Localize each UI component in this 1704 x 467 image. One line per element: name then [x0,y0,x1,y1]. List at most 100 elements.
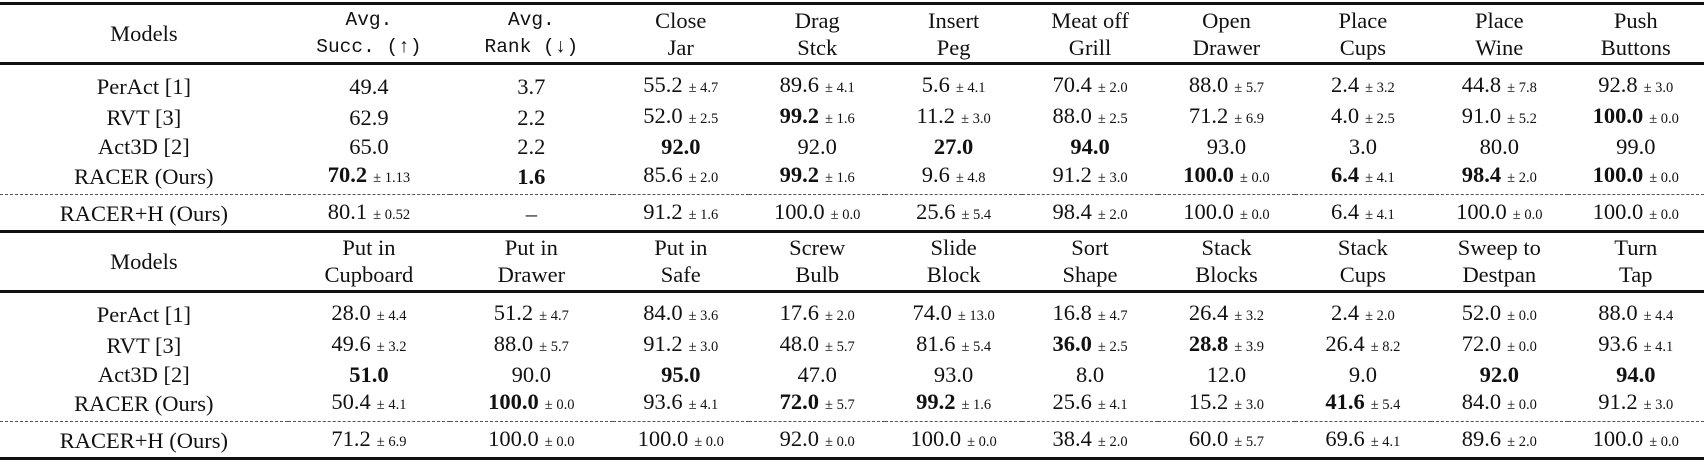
score-cell: 9.0 [1295,361,1431,389]
score-cell: 6.4 ± 4.1 [1294,160,1432,195]
header-row: Models Put in Cupboard Put in Drawer Put in Sa… [0,231,1704,293]
model-name: Act3D [2] [97,134,190,160]
cell-std: ± 3.0 [1643,80,1674,96]
header-line: Meat off [1051,7,1129,33]
cell-std: ± 4.1 [1370,434,1401,450]
cell-value: 100.0 [910,426,962,451]
cell-std: ± 4.1 [1097,397,1128,413]
task-header: Meat off Grill [1021,2,1159,65]
cell-std: ± 5.7 [1234,80,1264,96]
cell-value: 99.0 [1616,134,1656,160]
score-cell: 84.0 ± 3.6 [613,299,749,330]
cell-value: 71.2 [331,426,371,451]
score-cell: 93.0 [1158,133,1294,161]
cell-std: ± 5.4 [961,206,992,223]
cell-std: ± 2.5 [1097,111,1128,127]
cell-value: 88.0 [493,330,534,356]
cell-value: 84.0 [643,299,683,325]
cell-std: ± 2.0 [1097,206,1128,223]
header-line: Put in [504,235,558,260]
cell-value: 95.0 [661,361,701,387]
task-header: Open Drawer [1158,2,1295,65]
task-header: Stack Cups [1294,231,1432,293]
cell-value: 98.4 [1052,198,1092,224]
header-line: Turn [1614,235,1658,260]
score-cell: 92.8 ± 3.0 [1568,71,1704,102]
header-line: Push [1613,7,1658,33]
score-cell: 81.6 ± 5.4 [885,330,1021,361]
cell-std: ± 2.5 [1097,338,1128,355]
header-line: Insert [928,7,980,33]
score-cell: 28.8 ± 3.9 [1158,330,1294,361]
table-row: RVT [3] 49.6 ± 3.2 88.0 ± 5.7 91.2 ± 3.0 48.0 ± … [0,330,1704,361]
score-cell: 84.0 ± 0.0 [1431,388,1568,422]
score-cell: 55.2 ± 4.7 [613,71,749,102]
cell-value: 36.0 [1052,330,1092,356]
cell-value: 92.0 [1479,361,1519,387]
cell-value: 3.0 [1348,134,1377,160]
cell-value: 55.2 [643,72,683,97]
cell-std: ± 1.13 [373,169,411,186]
model-name: RVT [3] [106,105,182,130]
cell-std: ± 4.1 [1365,169,1395,186]
score-cell: 38.4 ± 2.0 [1021,421,1159,460]
task-header: Push Buttons [1567,2,1704,65]
score-cell: 8.0 [1022,361,1158,389]
header-line: Sort [1071,235,1109,260]
cell-std: ± 2.0 [1507,169,1537,186]
model-name: RVT [3] [106,332,182,358]
score-cell: 90.0 [450,361,612,389]
score-cell: 60.0 ± 5.7 [1158,421,1295,460]
cell-value: 94.0 [1616,361,1656,387]
cell-value: 26.4 [1188,299,1229,325]
cell-std: ± 4.4 [376,307,407,324]
score-cell: 3.0 [1295,133,1431,161]
score-cell: 72.0 ± 5.7 [748,388,886,422]
score-cell: 99.2 ± 1.6 [749,102,885,133]
cell-std: ± 2.0 [1507,434,1537,450]
score-cell: 6.4 ± 4.1 [1294,194,1432,233]
cell-value: 44.8 [1461,72,1502,97]
cell-std: ± 0.0 [1239,206,1270,223]
cell-value: 71.2 [1188,103,1229,128]
cell-std: ± 5.7 [825,338,855,355]
model-name: RACER (Ours) [0,388,288,422]
cell-std: ± 1.6 [688,206,719,223]
score-cell: 99.0 [1568,133,1704,161]
cell-std: ± 3.2 [1365,80,1395,96]
score-cell: 27.0 [885,133,1021,161]
cell-std: ± 3.2 [376,338,407,355]
cell-value: 100.0 [1592,161,1644,187]
spacer-row [0,291,1704,299]
cell-value: 70.4 [1052,72,1092,97]
cell-value: 12.0 [1206,361,1247,387]
avg-succ-header: Avg. Succ. (↑) [287,2,451,65]
score-cell: 100.0 ± 0.0 [1158,194,1295,233]
cell-std: ± 6.9 [1234,111,1264,127]
header-line: Jar [667,34,694,60]
cell-value: 88.0 [1598,299,1638,325]
avg-rank-cell: 2.2 [450,133,612,161]
table-row: Act3D [2] 65.0 2.2 92.0 92.0 27.0 94.0 93.0 3.0 8… [0,133,1704,161]
header-line: Stck [797,34,838,60]
score-cell: 4.0 ± 2.5 [1295,102,1431,133]
header-line: Open [1202,7,1251,33]
score-cell: 11.2 ± 3.0 [885,102,1021,133]
score-cell: 88.0 ± 5.7 [450,330,612,361]
task-header: Sort Shape [1021,231,1159,293]
score-cell: 2.4 ± 2.0 [1295,299,1431,330]
score-cell: 91.2 ± 3.0 [613,330,749,361]
cell-value: 2.4 [1330,72,1360,97]
cell-value: 93.6 [643,389,683,414]
cell-value: 89.6 [779,72,820,97]
header-line: Wine [1475,34,1524,60]
cell-value: 80.0 [1479,134,1519,160]
cell-std: ± 0.0 [1507,307,1537,324]
score-cell: 100.0 ± 0.0 [450,388,613,422]
cell-value: 51.2 [493,299,534,325]
task-header: Insert Peg [885,2,1022,65]
cell-value: 26.4 [1325,330,1365,356]
score-cell: 71.2 ± 6.9 [1158,102,1294,133]
spacer [0,64,1704,72]
cell-std: ± 2.0 [1365,307,1395,324]
